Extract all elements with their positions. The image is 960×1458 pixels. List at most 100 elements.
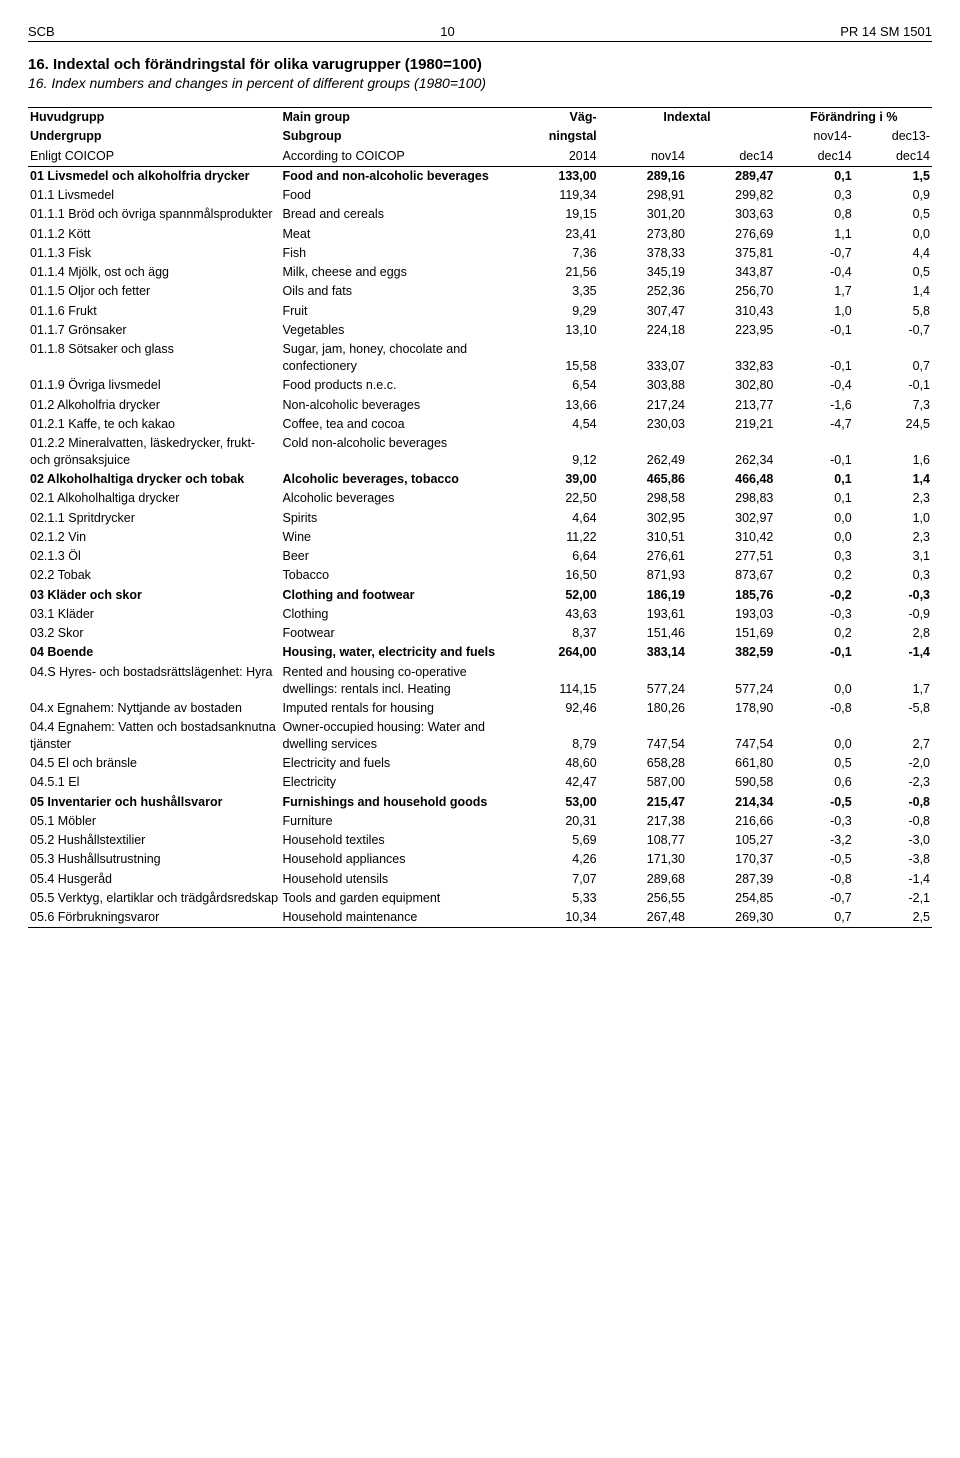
- row-change-nov14dec14: -4,7: [775, 415, 853, 434]
- row-en-label: Rented and housing co-operative dwelling…: [281, 663, 521, 699]
- row-index-dec14: 277,51: [687, 547, 775, 566]
- row-index-dec14: 151,69: [687, 624, 775, 643]
- row-index-dec14: 310,43: [687, 302, 775, 321]
- row-index-dec14: 170,37: [687, 850, 775, 869]
- row-change-nov14dec14: 1,0: [775, 302, 853, 321]
- row-index-nov14: 289,16: [599, 166, 687, 186]
- row-sv-label: 05 Inventarier och hushållsvaror: [28, 793, 281, 812]
- row-index-nov14: 273,80: [599, 225, 687, 244]
- row-weight: 22,50: [520, 489, 598, 508]
- row-index-nov14: 333,07: [599, 340, 687, 376]
- table-body: 01 Livsmedel och alkoholfria dryckerFood…: [28, 166, 932, 928]
- table-row: 01.1.8 Sötsaker och glassSugar, jam, hon…: [28, 340, 932, 376]
- row-index-nov14: 298,58: [599, 489, 687, 508]
- row-en-label: Vegetables: [281, 321, 521, 340]
- row-en-label: Alcoholic beverages: [281, 489, 521, 508]
- head-vag-1: Väg-: [520, 108, 598, 128]
- row-index-dec14: 303,63: [687, 205, 775, 224]
- row-en-label: Food products n.e.c.: [281, 376, 521, 395]
- row-change-nov14dec14: -0,2: [775, 586, 853, 605]
- row-sv-label: 01.1.6 Frukt: [28, 302, 281, 321]
- row-weight: 9,12: [520, 434, 598, 470]
- row-change-dec13dec14: -1,4: [854, 870, 932, 889]
- row-change-nov14dec14: 0,3: [775, 186, 853, 205]
- row-sv-label: 02 Alkoholhaltiga drycker och tobak: [28, 470, 281, 489]
- row-en-label: Wine: [281, 528, 521, 547]
- row-weight: 7,36: [520, 244, 598, 263]
- row-weight: 133,00: [520, 166, 598, 186]
- table-row: 03.2 SkorFootwear8,37151,46151,690,22,8: [28, 624, 932, 643]
- row-weight: 10,34: [520, 908, 598, 928]
- row-change-dec13dec14: 24,5: [854, 415, 932, 434]
- row-sv-label: 04.5.1 El: [28, 773, 281, 792]
- row-index-nov14: 217,38: [599, 812, 687, 831]
- row-sv-label: 02.2 Tobak: [28, 566, 281, 585]
- table-row: 04.4 Egnahem: Vatten och bostadsanknutna…: [28, 718, 932, 754]
- row-index-nov14: 383,14: [599, 643, 687, 662]
- row-weight: 11,22: [520, 528, 598, 547]
- row-index-dec14: 254,85: [687, 889, 775, 908]
- row-change-nov14dec14: -3,2: [775, 831, 853, 850]
- row-en-label: Imputed rentals for housing: [281, 699, 521, 718]
- row-change-nov14dec14: 0,8: [775, 205, 853, 224]
- row-weight: 8,79: [520, 718, 598, 754]
- row-weight: 119,34: [520, 186, 598, 205]
- row-change-nov14dec14: 0,1: [775, 166, 853, 186]
- row-index-nov14: 186,19: [599, 586, 687, 605]
- row-index-nov14: 577,24: [599, 663, 687, 699]
- row-change-nov14dec14: -0,1: [775, 643, 853, 662]
- row-sv-label: 03 Kläder och skor: [28, 586, 281, 605]
- row-index-dec14: 577,24: [687, 663, 775, 699]
- row-index-dec14: 343,87: [687, 263, 775, 282]
- row-change-nov14dec14: 0,1: [775, 489, 853, 508]
- head-dec13dec14a: dec13-: [854, 127, 932, 146]
- row-change-dec13dec14: -0,9: [854, 605, 932, 624]
- row-sv-label: 05.4 Husgeråd: [28, 870, 281, 889]
- row-index-dec14: 310,42: [687, 528, 775, 547]
- row-change-nov14dec14: 0,0: [775, 718, 853, 754]
- row-index-nov14: 871,93: [599, 566, 687, 585]
- row-index-dec14: 747,54: [687, 718, 775, 754]
- table-row: 01.2.1 Kaffe, te och kakaoCoffee, tea an…: [28, 415, 932, 434]
- row-index-dec14: 298,83: [687, 489, 775, 508]
- row-index-nov14: 587,00: [599, 773, 687, 792]
- row-weight: 5,69: [520, 831, 598, 850]
- row-change-dec13dec14: 3,1: [854, 547, 932, 566]
- row-sv-label: 04.x Egnahem: Nyttjande av bostaden: [28, 699, 281, 718]
- row-en-label: Sugar, jam, honey, chocolate and confect…: [281, 340, 521, 376]
- row-weight: 4,26: [520, 850, 598, 869]
- row-en-label: Oils and fats: [281, 282, 521, 301]
- table-row: 03.1 KläderClothing43,63193,61193,03-0,3…: [28, 605, 932, 624]
- row-change-nov14dec14: 0,2: [775, 566, 853, 585]
- row-change-dec13dec14: -5,8: [854, 699, 932, 718]
- row-sv-label: 05.2 Hushållstextilier: [28, 831, 281, 850]
- row-index-dec14: 178,90: [687, 699, 775, 718]
- row-sv-label: 02.1.1 Spritdrycker: [28, 509, 281, 528]
- row-weight: 92,46: [520, 699, 598, 718]
- row-en-label: Milk, cheese and eggs: [281, 263, 521, 282]
- table-row: 01.1.4 Mjölk, ost och äggMilk, cheese an…: [28, 263, 932, 282]
- row-weight: 23,41: [520, 225, 598, 244]
- row-sv-label: 01.1.7 Grönsaker: [28, 321, 281, 340]
- row-index-nov14: 302,95: [599, 509, 687, 528]
- table-row: 02.1 Alkoholhaltiga dryckerAlcoholic bev…: [28, 489, 932, 508]
- table-row: 01.1.3 FiskFish7,36378,33375,81-0,74,4: [28, 244, 932, 263]
- row-index-dec14: 299,82: [687, 186, 775, 205]
- row-index-dec14: 873,67: [687, 566, 775, 585]
- row-weight: 15,58: [520, 340, 598, 376]
- row-index-nov14: 307,47: [599, 302, 687, 321]
- row-index-dec14: 661,80: [687, 754, 775, 773]
- row-weight: 42,47: [520, 773, 598, 792]
- row-en-label: Furniture: [281, 812, 521, 831]
- table-row: 05.6 FörbrukningsvarorHousehold maintena…: [28, 908, 932, 928]
- row-index-dec14: 213,77: [687, 395, 775, 414]
- row-change-dec13dec14: -0,1: [854, 376, 932, 395]
- table-row: 05.1 MöblerFurniture20,31217,38216,66-0,…: [28, 812, 932, 831]
- row-en-label: Tools and garden equipment: [281, 889, 521, 908]
- table-row: 04.5 El och bränsleElectricity and fuels…: [28, 754, 932, 773]
- table-row: 04 BoendeHousing, water, electricity and…: [28, 643, 932, 662]
- row-change-nov14dec14: -0,8: [775, 870, 853, 889]
- row-change-nov14dec14: 0,0: [775, 528, 853, 547]
- row-sv-label: 03.2 Skor: [28, 624, 281, 643]
- row-change-nov14dec14: -0,1: [775, 434, 853, 470]
